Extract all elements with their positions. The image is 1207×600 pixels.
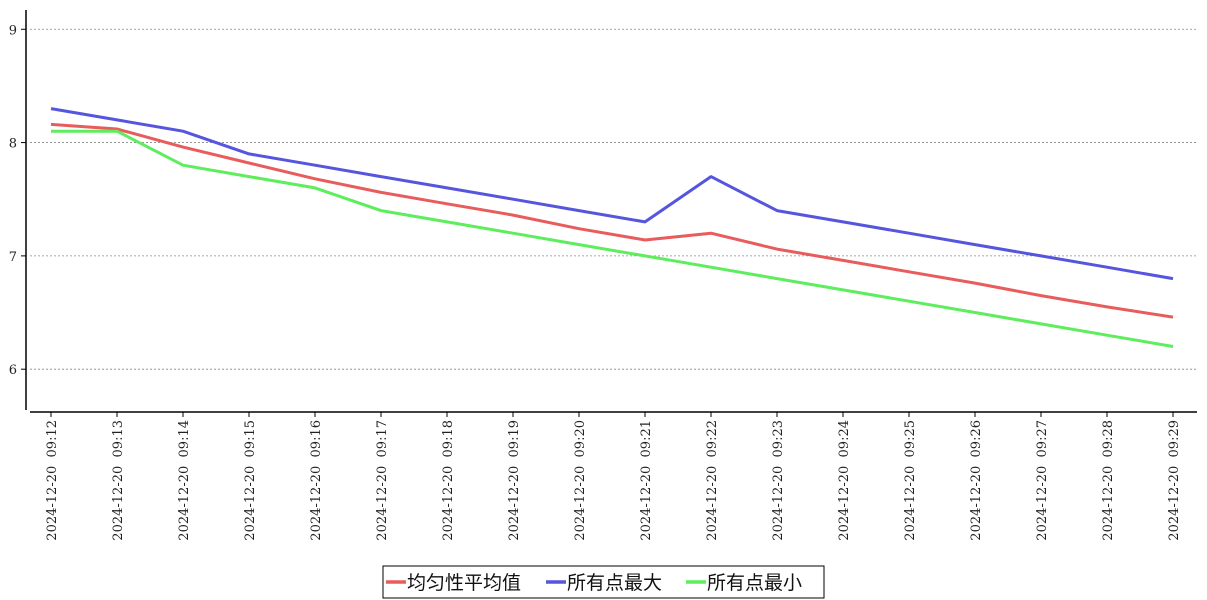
legend-box	[382, 565, 825, 599]
x-tick-label: 2024-12-20 09:19	[507, 420, 522, 541]
x-tick-label: 2024-12-20 09:22	[705, 420, 720, 541]
x-tick-label: 2024-12-20 09:15	[243, 420, 258, 541]
grid-lines	[30, 28, 1197, 370]
legend-label-3: 所有点最小	[707, 572, 802, 594]
x-tick-label: 2024-12-20 09:26	[969, 420, 984, 541]
x-tick-label: 2024-12-20 09:29	[1167, 420, 1182, 541]
series-line-3	[51, 129, 1174, 348]
series-line-2	[50, 107, 1174, 281]
x-tick-label: 2024-12-20 09:16	[309, 420, 324, 541]
x-tick-label: 2024-12-20 09:27	[1035, 420, 1050, 541]
x-tick-label: 2024-12-20 09:28	[1101, 420, 1116, 541]
y-tick-label: 8	[9, 137, 17, 152]
x-tick-label: 2024-12-20 09:21	[639, 420, 654, 541]
x-tick-label: 2024-12-20 09:23	[771, 420, 786, 541]
x-tick-label: 2024-12-20 09:13	[111, 420, 126, 541]
y-tick-label: 9	[9, 23, 17, 38]
y-tick-label: 7	[9, 250, 17, 265]
x-tick-label: 2024-12-20 09:25	[903, 420, 918, 541]
x-tick-label: 2024-12-20 09:20	[573, 420, 588, 541]
x-tick-label: 2024-12-20 09:24	[837, 420, 852, 541]
x-tick-label: 2024-12-20 09:18	[441, 420, 456, 541]
x-tick-label: 2024-12-20 09:14	[177, 420, 192, 541]
series-line-1	[50, 122, 1174, 319]
legend-label-1: 均匀性平均值	[407, 572, 521, 594]
y-tick-label: 6	[9, 363, 17, 378]
legend-label-2: 所有点最大	[567, 572, 662, 594]
y-axis-ticks: 6 7 8 9	[9, 23, 26, 378]
legend: 均匀性平均值 所有点最大 所有点最小	[382, 565, 825, 599]
axes	[25, 10, 1197, 413]
x-axis-ticks: 2024-12-20 09:12 2024-12-20 09:13 2024-12-…	[45, 412, 1182, 541]
series-lines	[50, 107, 1174, 348]
x-tick-label: 2024-12-20 09:12	[45, 420, 60, 541]
x-tick-label: 2024-12-20 09:17	[375, 420, 390, 541]
